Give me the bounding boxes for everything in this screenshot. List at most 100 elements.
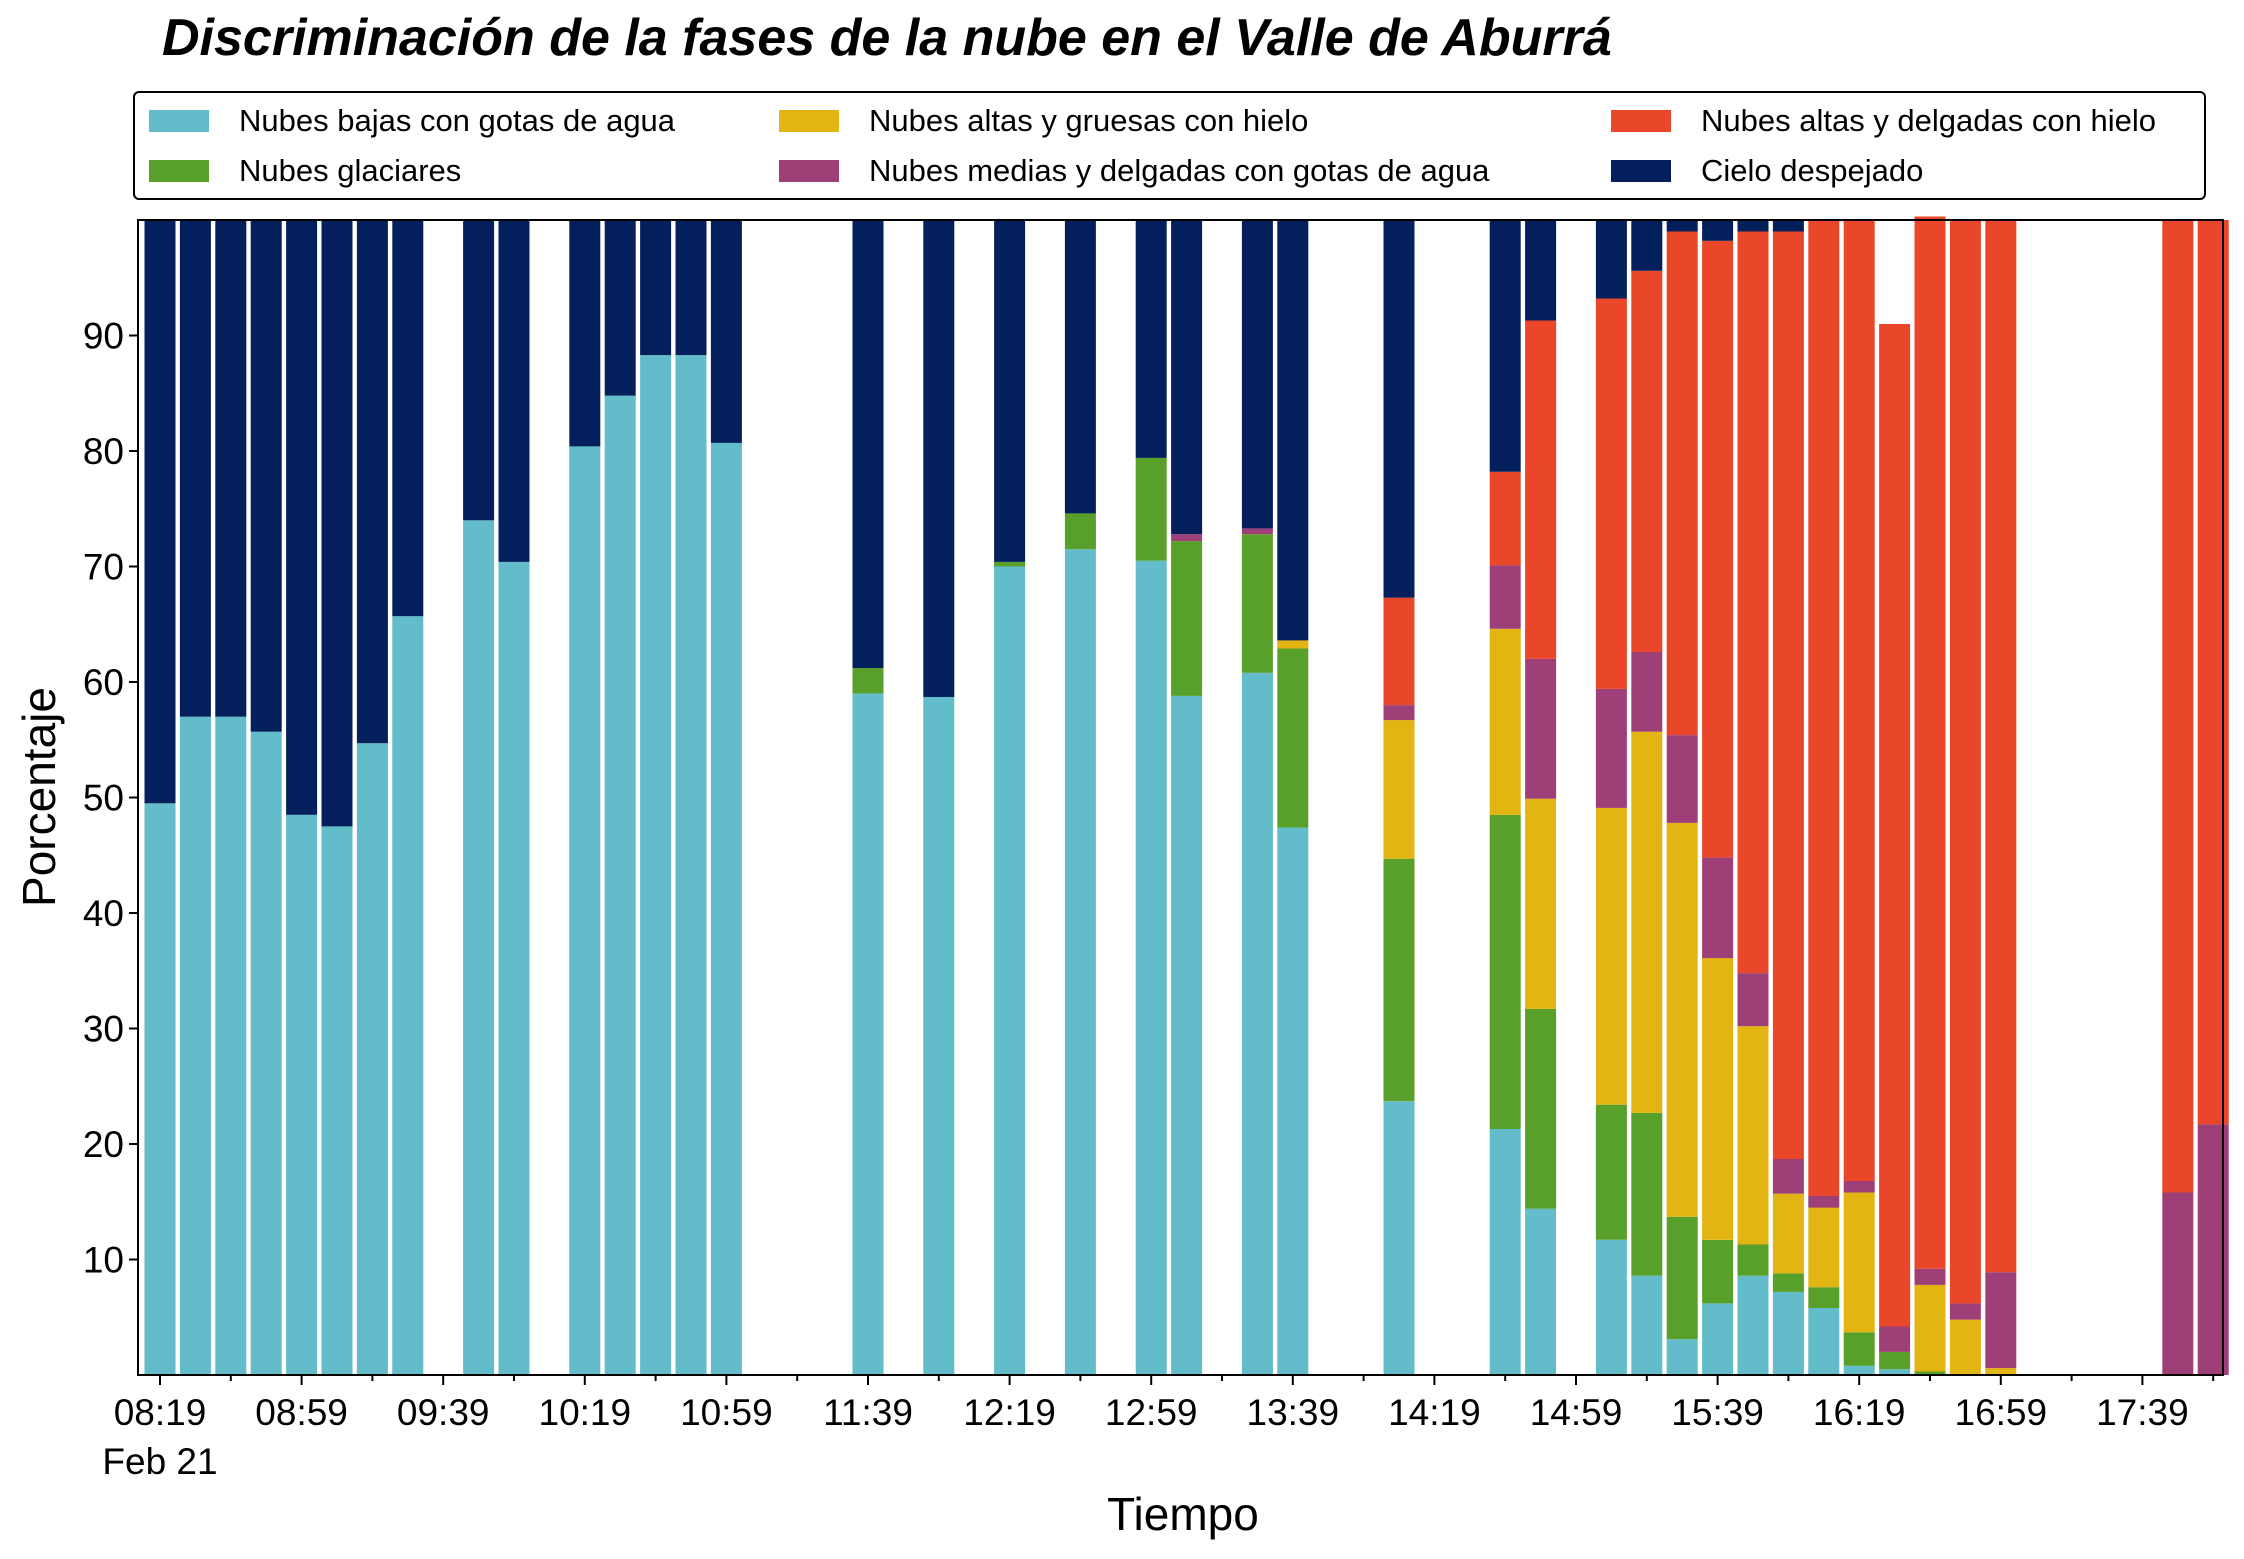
- bar-segment: [1666, 231, 1698, 736]
- y-tick-label: 50: [83, 778, 124, 819]
- bar-segment: [923, 220, 955, 697]
- x-tick-label: 08:19: [114, 1392, 207, 1433]
- bar-segment: [1631, 731, 1663, 1113]
- x-tick-label: 16:19: [1813, 1392, 1906, 1433]
- bar-segment: [1702, 958, 1734, 1240]
- bar-segment: [1843, 1365, 1875, 1375]
- legend-swatch: [779, 110, 839, 132]
- bar-segment: [1525, 1008, 1557, 1209]
- bar-segment: [250, 220, 282, 732]
- x-tick-label: 12:59: [1105, 1392, 1198, 1433]
- bar-segment: [1595, 220, 1627, 299]
- bar-segment: [1064, 549, 1096, 1375]
- bar-segment: [1879, 1369, 1911, 1375]
- bar-segment: [675, 355, 707, 1376]
- bar-segment: [2162, 1192, 2194, 1375]
- bar-segment: [1277, 648, 1309, 828]
- bar-segment: [640, 220, 672, 356]
- bar-segment: [1489, 628, 1521, 815]
- bar-segment: [1595, 1239, 1627, 1375]
- bar-segment: [1135, 457, 1167, 561]
- bar-segment: [215, 220, 247, 717]
- bar-segment: [1631, 220, 1663, 271]
- legend-label: Nubes altas y delgadas con hielo: [1701, 103, 2156, 138]
- bar-segment: [286, 814, 318, 1375]
- bar-segment: [1879, 324, 1911, 1327]
- bar-segment: [1772, 220, 1804, 232]
- bar-segment: [1666, 220, 1698, 232]
- bar-segment: [1525, 1208, 1557, 1375]
- y-tick-label: 90: [83, 316, 124, 357]
- bar-segment: [1171, 220, 1203, 535]
- bar-segment: [1666, 1339, 1698, 1375]
- bar-segment: [1064, 513, 1096, 550]
- legend-label: Nubes bajas con gotas de agua: [239, 103, 676, 138]
- legend-label: Nubes glaciares: [239, 153, 462, 188]
- bar-segment: [1843, 1192, 1875, 1333]
- bar-segment: [1383, 1101, 1415, 1375]
- bar-segment: [1135, 560, 1167, 1375]
- bar-segment: [1914, 1268, 1946, 1285]
- bar-segment: [1879, 1326, 1911, 1352]
- chart-title: Discriminación de la fases de la nube en…: [162, 9, 1612, 67]
- bar-segment: [1489, 1129, 1521, 1375]
- bar-segment: [321, 826, 353, 1375]
- x-tick-label: 16:59: [1955, 1392, 2048, 1433]
- bar-segment: [1914, 216, 1946, 1269]
- bar-segment: [1171, 534, 1203, 542]
- bar-segment: [1772, 1273, 1804, 1292]
- x-tick-label: 12:19: [963, 1392, 1056, 1433]
- bar-segment: [1737, 1026, 1769, 1245]
- bar-segment: [498, 220, 530, 562]
- x-tick-label: 15:39: [1671, 1392, 1764, 1433]
- bar-segment: [710, 442, 742, 1375]
- bar-segment: [1241, 220, 1273, 529]
- x-tick-label: 14:19: [1388, 1392, 1481, 1433]
- bar-segment: [640, 355, 672, 1376]
- bar-segment: [1135, 220, 1167, 458]
- y-tick-label: 10: [83, 1240, 124, 1281]
- bar-segment: [1702, 857, 1734, 959]
- bar-segment: [1277, 640, 1309, 649]
- x-tick-label: 14:59: [1530, 1392, 1623, 1433]
- bar-segment: [356, 220, 388, 744]
- bar-segment: [1666, 735, 1698, 823]
- legend-item-clear-sky: Cielo despejado: [1611, 151, 1923, 191]
- bar-segment: [1737, 973, 1769, 1027]
- bar-segment: [1489, 814, 1521, 1129]
- bar-segment: [2197, 1124, 2229, 1375]
- legend: Nubes bajas con gotas de agua Nubes glac…: [133, 91, 2206, 200]
- bar-segment: [1949, 220, 1981, 1304]
- bar-segment: [1949, 1319, 1981, 1375]
- x-axis-title: Tiempo: [1107, 1488, 1259, 1540]
- bar-segment: [2162, 220, 2194, 1193]
- bar-segment: [1666, 822, 1698, 1217]
- bar-segment: [144, 803, 176, 1375]
- bar-segment: [250, 731, 282, 1375]
- x-tick-label: 13:39: [1247, 1392, 1340, 1433]
- bar-segment: [1631, 270, 1663, 652]
- bar-segment: [1808, 1308, 1840, 1375]
- bar-segment: [1171, 541, 1203, 696]
- bar-segment: [994, 220, 1026, 562]
- bar-segment: [1525, 320, 1557, 659]
- bar-segment: [1808, 1287, 1840, 1308]
- bar-segment: [1666, 1216, 1698, 1340]
- bar-segment: [1595, 298, 1627, 689]
- y-tick-label: 30: [83, 1009, 124, 1050]
- bar-segment: [463, 220, 495, 521]
- bar-segment: [1383, 858, 1415, 1102]
- bar-segment: [1277, 827, 1309, 1375]
- bar-segment: [1737, 220, 1769, 232]
- x-tick-label: 10:19: [539, 1392, 632, 1433]
- legend-swatch: [1611, 110, 1671, 132]
- bar-segment: [1631, 1112, 1663, 1276]
- bar-segment: [675, 220, 707, 356]
- legend-item-high-thin-ice-clouds: Nubes altas y delgadas con hielo: [1611, 101, 2156, 141]
- bar-segment: [1383, 220, 1415, 598]
- legend-label: Nubes medias y delgadas con gotas de agu…: [869, 153, 1490, 188]
- bar-segment: [1843, 1181, 1875, 1193]
- bar-segment: [1985, 220, 2017, 1273]
- bar-segment: [179, 220, 211, 717]
